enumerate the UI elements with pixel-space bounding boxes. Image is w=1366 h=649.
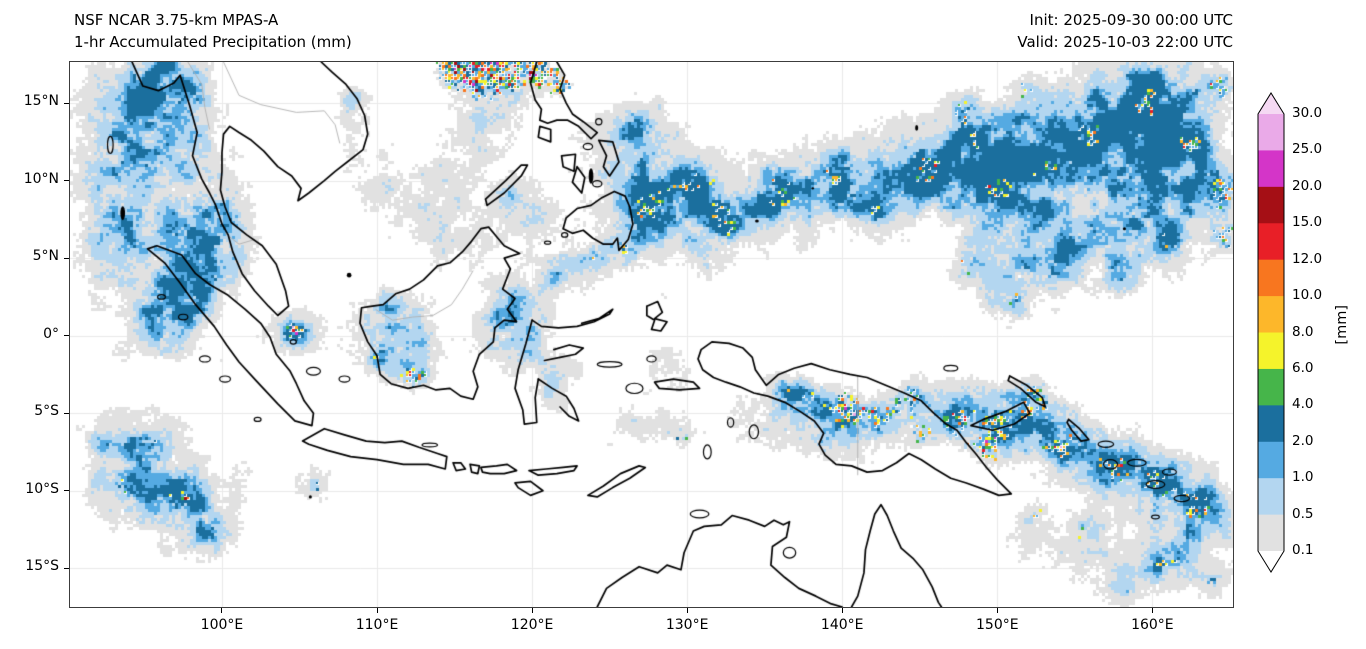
x-tick-mark <box>376 608 378 613</box>
colorbar-tick-label: 6.0 <box>1292 359 1314 376</box>
x-tick-label: 120°E <box>510 617 554 633</box>
y-tick-label: 15°N <box>23 93 59 110</box>
valid-time-label: Valid: 2025-10-03 22:00 UTC <box>1017 33 1233 51</box>
colorbar-tick-label: 15.0 <box>1292 214 1323 231</box>
y-tick-mark <box>64 490 69 492</box>
colorbar-tick-label: 8.0 <box>1292 323 1314 340</box>
y-tick-label: 5°S <box>34 403 59 420</box>
map-plot <box>69 61 1234 608</box>
init-time-label: Init: 2025-09-30 00:00 UTC <box>1029 11 1233 29</box>
product-title: 1-hr Accumulated Precipitation (mm) <box>74 33 352 51</box>
colorbar-tick-label: 0.5 <box>1292 505 1314 522</box>
x-tick-mark <box>221 608 223 613</box>
x-tick-label: 150°E <box>976 617 1019 633</box>
colorbar-over-arrow <box>1258 93 1284 114</box>
x-tick-label: 100°E <box>200 617 244 633</box>
x-tick-mark <box>1151 608 1153 613</box>
y-tick-mark <box>64 412 69 414</box>
colorbar-tick-label: 2.0 <box>1292 432 1314 449</box>
colorbar-tick-label: 20.0 <box>1292 177 1323 194</box>
colorbar-tick-label: 25.0 <box>1292 141 1323 158</box>
y-tick-label: 10°S <box>25 480 59 497</box>
colorbar-tick-label: 30.0 <box>1292 105 1323 121</box>
y-tick-mark <box>64 567 69 569</box>
x-tick-mark <box>841 608 843 613</box>
y-tick-label: 5°N <box>32 248 59 265</box>
y-tick-mark <box>64 180 69 182</box>
y-tick-mark <box>64 102 69 104</box>
colorbar-tick-label: 10.0 <box>1292 287 1323 304</box>
x-tick-mark <box>686 608 688 613</box>
colorbar-tick-label: 0.1 <box>1292 542 1314 559</box>
x-tick-mark <box>996 608 998 613</box>
x-tick-label: 110°E <box>355 617 399 633</box>
colorbar-tick-label: 4.0 <box>1292 396 1314 413</box>
colorbar-units-label: [mm] <box>1334 305 1350 345</box>
y-tick-label: 15°S <box>25 558 59 575</box>
x-tick-label: 160°E <box>1131 617 1174 633</box>
y-tick-label: 0° <box>43 325 59 342</box>
model-title: NSF NCAR 3.75-km MPAS-A <box>74 11 279 29</box>
precipitation-map-canvas <box>70 62 1233 607</box>
y-tick-label: 10°N <box>23 170 59 187</box>
colorbar <box>1257 92 1285 573</box>
colorbar-tick-label: 1.0 <box>1292 469 1314 486</box>
y-tick-mark <box>64 335 69 337</box>
x-tick-mark <box>531 608 533 613</box>
colorbar-under-arrow <box>1258 551 1284 573</box>
y-tick-mark <box>64 257 69 259</box>
colorbar-tick-label: 12.0 <box>1292 250 1323 267</box>
x-tick-label: 140°E <box>820 617 864 633</box>
x-tick-label: 130°E <box>665 617 709 633</box>
